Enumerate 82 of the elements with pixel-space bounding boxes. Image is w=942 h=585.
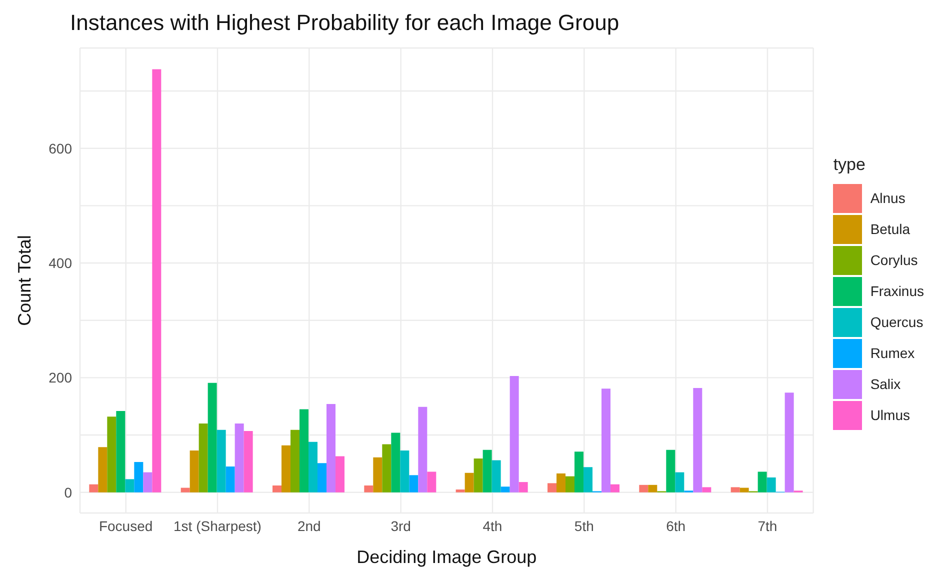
bar [702, 487, 712, 492]
bar [308, 442, 318, 492]
x-axis-title: Deciding Image Group [356, 547, 537, 567]
bar [675, 472, 684, 492]
bar [456, 489, 465, 492]
bar [766, 477, 776, 492]
bar [583, 467, 592, 492]
bar [125, 479, 134, 492]
bar [143, 472, 152, 492]
bar [216, 430, 226, 492]
bar [281, 445, 290, 492]
bar [740, 488, 749, 492]
x-tick-label: 4th [482, 518, 502, 534]
bar [518, 482, 528, 492]
bar [180, 488, 190, 492]
x-tick-label: 7th [758, 518, 778, 534]
y-axis-title: Count Total [14, 235, 34, 326]
bar [648, 484, 658, 492]
bar [510, 376, 519, 492]
bar [198, 424, 208, 492]
bar [134, 462, 144, 492]
x-tick-label: 3rd [390, 518, 411, 534]
legend-label: Alnus [870, 190, 906, 206]
y-tick-label: 0 [64, 484, 72, 500]
legend-title: type [833, 154, 866, 174]
bar [89, 484, 98, 492]
bar [208, 382, 217, 492]
x-tick-label: 5th [574, 518, 594, 534]
bar [492, 460, 501, 492]
bar [391, 432, 400, 492]
x-tick-label: 6th [666, 518, 686, 534]
y-tick-label: 200 [48, 370, 72, 386]
y-tick-label: 400 [48, 254, 72, 271]
bar [500, 486, 510, 492]
bar [226, 466, 235, 492]
legend-label: Fraxinus [870, 283, 924, 299]
bar [373, 457, 382, 492]
bar [290, 430, 300, 492]
legend-label: Salix [870, 376, 901, 392]
bar [639, 484, 648, 492]
legend-label: Ulmus [870, 407, 910, 423]
bar [244, 431, 253, 492]
bar [730, 487, 740, 492]
bar [116, 410, 126, 492]
bar [190, 450, 199, 492]
bar [382, 444, 392, 492]
bar [272, 485, 282, 492]
bar [98, 447, 108, 492]
bar [666, 450, 676, 492]
bar [335, 456, 344, 492]
bar [317, 463, 326, 492]
bar [427, 472, 436, 492]
bar [409, 475, 418, 492]
bar [758, 472, 767, 492]
legend-label: Corylus [870, 252, 918, 268]
bar [364, 485, 374, 492]
bar [693, 388, 702, 492]
x-tick-label: 2nd [297, 518, 321, 534]
bar [299, 409, 308, 492]
bar [234, 424, 244, 492]
legend-label: Rumex [870, 345, 915, 361]
bar [152, 69, 162, 492]
bar [474, 458, 483, 492]
chart-title: Instances with Highest Probability for each Image Group [70, 10, 620, 36]
bar [547, 483, 556, 492]
bar [418, 406, 428, 492]
bar [784, 392, 794, 492]
y-tick-label: 600 [48, 140, 72, 156]
x-tick-label: 1st (Sharpest) [174, 518, 262, 534]
bar [326, 404, 336, 492]
x-tick-label: Focused [98, 518, 153, 534]
bar [601, 388, 610, 492]
bar [556, 473, 566, 492]
bar [464, 472, 474, 492]
bar [482, 450, 492, 492]
bar [400, 450, 410, 492]
bar [610, 484, 620, 492]
legend-label: Betula [870, 221, 910, 237]
bar [565, 476, 574, 492]
bar [107, 416, 116, 492]
bar [574, 452, 584, 492]
legend-label: Quercus [870, 314, 924, 330]
